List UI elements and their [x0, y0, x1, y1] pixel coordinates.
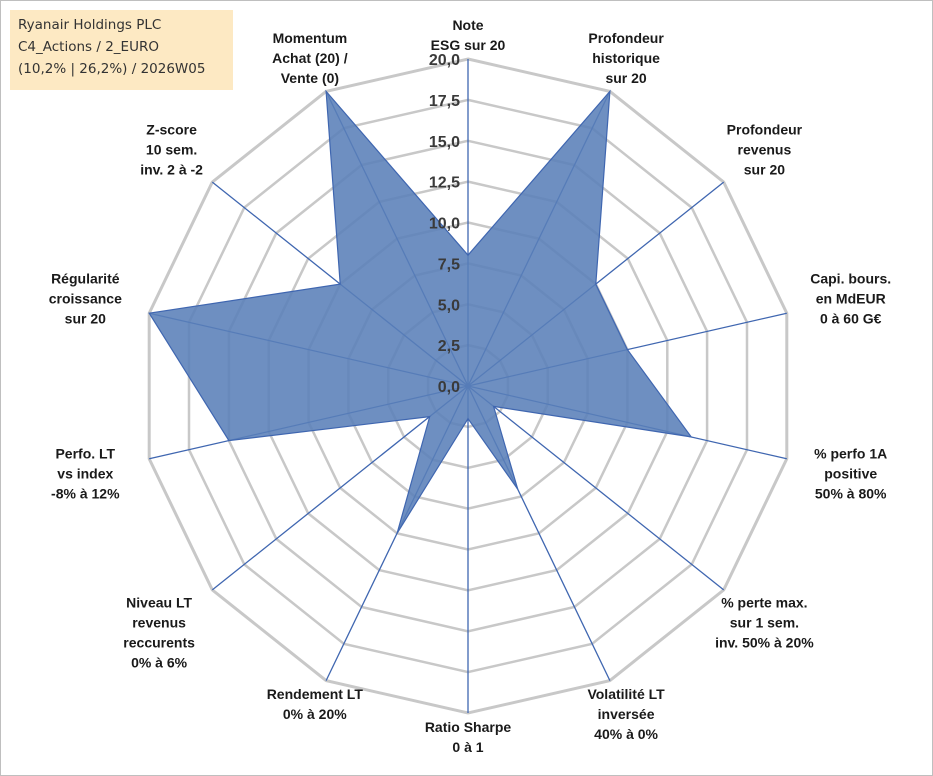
tick-label: 10,0 — [429, 216, 460, 233]
axis-label-line: 10 sem. — [146, 142, 197, 158]
info-box: Ryanair Holdings PLC C4_Actions / 2_EURO… — [10, 10, 233, 90]
axis-label-line: -8% à 12% — [51, 485, 120, 501]
series-area — [148, 89, 693, 534]
axis-label-line: Profondeur — [727, 122, 803, 138]
axis-label: % perte max. sur 1 sem. inv. 50% à 20% — [715, 594, 814, 650]
axis-label-line: positive — [824, 465, 877, 481]
axis-spoke — [467, 385, 725, 591]
tick-label: 0,0 — [438, 379, 460, 396]
axis-label-line: Rendement LT — [267, 686, 364, 702]
axis-label-line: 0% à 6% — [131, 654, 188, 670]
axis-label-line: 50% à 80% — [815, 485, 887, 501]
company-name: Ryanair Holdings PLC — [18, 17, 162, 33]
axis-label: Régularité croissance sur 20 — [49, 271, 122, 327]
axis-label-line: Momentum — [273, 30, 348, 46]
axis-label-line: Note — [452, 17, 483, 33]
axis-label-line: inv. 2 à -2 — [140, 162, 203, 178]
axis-label-line: Vente (0) — [281, 70, 339, 86]
portfolio-label: C4_Actions / 2_EURO — [18, 39, 159, 55]
tick-label-layer: 0,0 2,5 5,0 7,5 10,0 12,5 15,0 17,5 20,0 — [429, 52, 460, 396]
axis-label-line: sur 20 — [605, 70, 646, 86]
axis-label-line: en MdEUR — [816, 291, 886, 307]
axis-label-line: ESG sur 20 — [431, 37, 506, 53]
axis-label-line: 40% à 0% — [594, 726, 658, 742]
axis-label-line: vs index — [57, 465, 113, 481]
tick-label: 7,5 — [438, 256, 460, 273]
axis-label-line: Z-score — [146, 122, 197, 138]
axis-label-line: inv. 50% à 20% — [715, 634, 814, 650]
axis-label-line: sur 1 sem. — [730, 614, 799, 630]
axis-label: Momentum Achat (20) / Vente (0) — [272, 30, 348, 86]
axis-label-line: Achat (20) / — [272, 50, 348, 66]
axis-label-line: Volatilité LT — [587, 686, 665, 702]
axis-label: Note ESG sur 20 — [431, 17, 506, 53]
axis-label: Capi. bours. en MdEUR 0 à 60 G€ — [810, 271, 891, 327]
axis-label-line: 0 à 1 — [452, 739, 483, 755]
axis-label-line: Profondeur — [588, 30, 664, 46]
axis-label-line: historique — [592, 50, 660, 66]
axis-spoke — [211, 385, 469, 591]
tick-label: 2,5 — [438, 338, 460, 355]
axis-label: Profondeur historique sur 20 — [588, 30, 664, 86]
axis-label: Rendement LT 0% à 20% — [267, 686, 364, 722]
axis-label-line: Perfo. LT — [55, 445, 115, 461]
axis-label-line: revenus — [738, 142, 792, 158]
axis-label-line: revenus — [132, 614, 186, 630]
axis-label-line: 0% à 20% — [283, 706, 347, 722]
tick-label: 12,5 — [429, 175, 460, 192]
axis-label-line: reccurents — [123, 634, 195, 650]
axis-label-line: inversée — [598, 706, 655, 722]
axis-label-line: Régularité — [51, 271, 120, 287]
tick-label: 20,0 — [429, 52, 460, 69]
axis-label-line: 0 à 60 G€ — [820, 311, 882, 327]
tick-label: 15,0 — [429, 134, 460, 151]
axis-label-line: Capi. bours. — [810, 271, 891, 287]
axis-label: Perfo. LT vs index -8% à 12% — [51, 445, 120, 501]
axis-label-line: Ratio Sharpe — [425, 719, 512, 735]
axis-label-line: croissance — [49, 291, 122, 307]
axis-label-line: Niveau LT — [126, 594, 192, 610]
tick-label: 5,0 — [438, 297, 460, 314]
axis-label-line: sur 20 — [65, 311, 106, 327]
period-label: (10,2% | 26,2%) / 2026W05 — [18, 61, 206, 77]
axis-label: % perfo 1A positive 50% à 80% — [814, 445, 887, 501]
axis-label: Profondeur revenus sur 20 — [727, 122, 803, 178]
axis-label-line: sur 20 — [744, 162, 785, 178]
axis-label: Volatilité LT inversée 40% à 0% — [587, 686, 665, 742]
axis-label-line: % perfo 1A — [814, 445, 887, 461]
series-area-layer — [148, 89, 693, 534]
axis-label: Z-score 10 sem. inv. 2 à -2 — [140, 122, 203, 178]
axis-label: Niveau LT revenus reccurents 0% à 6% — [123, 594, 195, 670]
axis-label-line: % perte max. — [721, 594, 807, 610]
tick-label: 17,5 — [429, 93, 460, 110]
axis-label-layer: Note ESG sur 20 Profondeur historique sur 20… — [49, 17, 891, 755]
axis-label: Ratio Sharpe 0 à 1 — [425, 719, 512, 755]
